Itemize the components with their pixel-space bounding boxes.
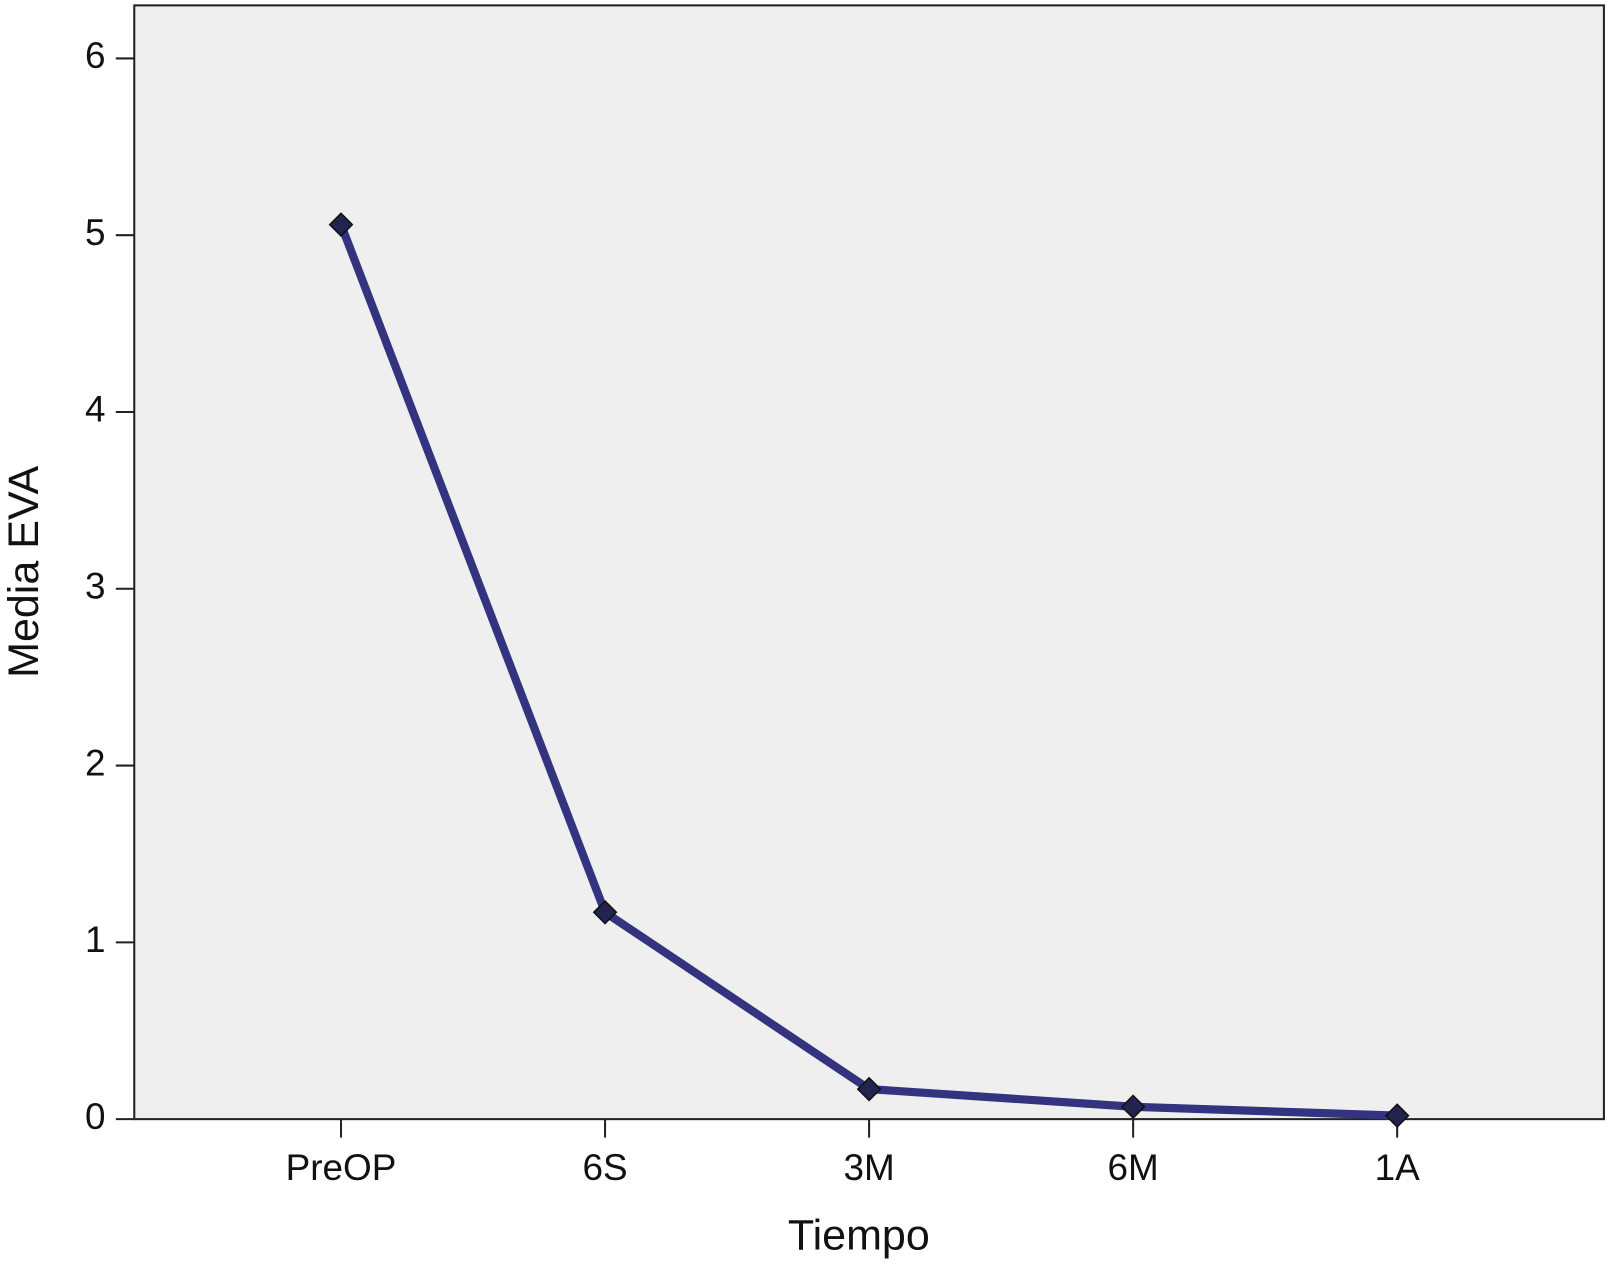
y-axis-title: Media EVA	[0, 466, 48, 678]
x-tick-label: 1A	[1375, 1147, 1421, 1188]
y-tick-label: 4	[85, 389, 106, 430]
x-tick-label: 6M	[1108, 1147, 1159, 1188]
y-tick-label: 0	[85, 1096, 106, 1137]
y-tick-label: 1	[85, 919, 106, 960]
x-axis-title: Tiempo	[788, 1211, 930, 1259]
data-point	[592, 899, 618, 925]
y-tick-label: 3	[85, 566, 106, 607]
data-point	[328, 212, 354, 237]
plot-area	[133, 4, 1605, 1121]
x-tick-label: 6S	[582, 1147, 627, 1188]
data-point	[1384, 1103, 1410, 1128]
y-tick-label: 5	[85, 212, 106, 253]
data-point	[1120, 1094, 1146, 1120]
data-point	[856, 1076, 882, 1102]
y-tick-label: 6	[85, 35, 106, 76]
y-tick-label: 2	[85, 742, 106, 783]
x-tick-label: PreOP	[286, 1147, 397, 1188]
x-tick-label: 3M	[843, 1147, 894, 1188]
